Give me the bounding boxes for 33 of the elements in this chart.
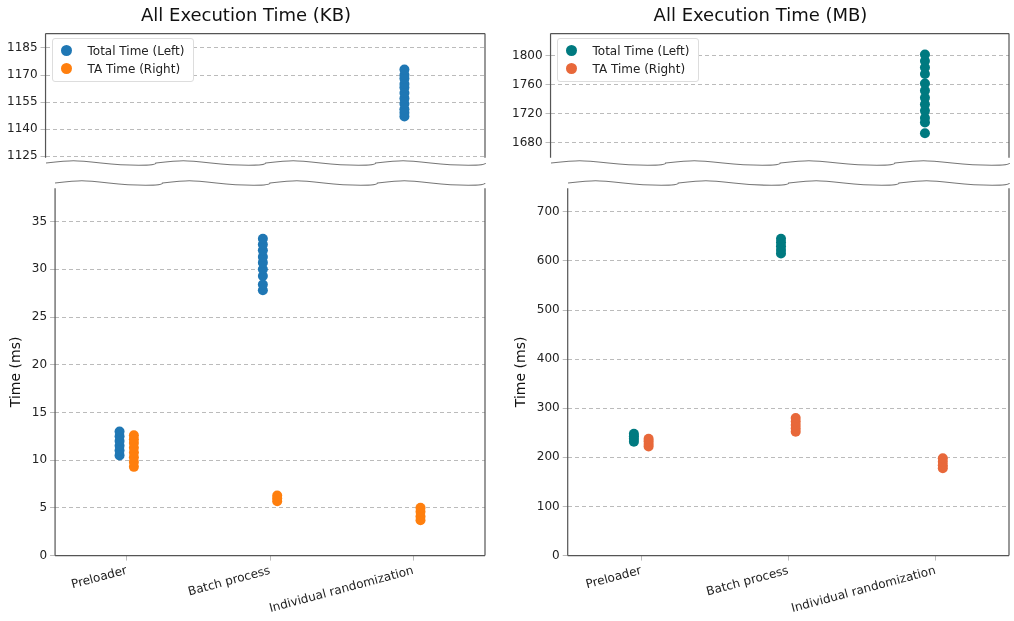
y-tick-label: 25 [31, 309, 48, 324]
y-tick-label: 0 [39, 547, 48, 562]
y-axis-title: Time (ms) [512, 336, 529, 409]
y-tick-label: 700 [536, 203, 560, 218]
y-tick-label: 1155 [6, 94, 38, 109]
legend-label: Total Time (Left) [592, 42, 690, 60]
legend-label: Total Time (Left) [87, 42, 185, 60]
y-tick-label: 300 [536, 400, 560, 415]
y-tick-label: 500 [536, 302, 560, 317]
y-tick-label: 1800 [511, 48, 543, 63]
y-tick-label: 35 [31, 213, 48, 228]
y-tick-label: 20 [31, 356, 48, 371]
chart-title: All Execution Time (KB) [140, 4, 352, 26]
y-tick-label: 1760 [511, 76, 543, 91]
y-tick-label: 1170 [6, 67, 38, 82]
y-tick-label: 0 [552, 547, 560, 562]
chart-title: All Execution Time (MB) [653, 4, 868, 26]
y-tick-label: 100 [536, 498, 560, 513]
y-tick-label: 30 [31, 261, 48, 276]
y-tick-label: 1125 [6, 148, 38, 163]
y-axis-title: Time (ms) [7, 336, 24, 409]
y-tick-label: 400 [536, 351, 560, 366]
legend-label: TA Time (Right) [592, 60, 686, 78]
y-tick-label: 15 [31, 404, 48, 419]
legend-label: TA Time (Right) [87, 60, 181, 78]
y-tick-label: 1720 [511, 105, 543, 120]
y-tick-label: 1140 [6, 121, 38, 136]
y-tick-label: 10 [31, 452, 48, 467]
y-tick-label: 5 [39, 500, 48, 514]
y-tick-label: 1185 [6, 40, 38, 55]
y-tick-label: 600 [536, 253, 560, 268]
y-tick-label: 1680 [511, 134, 543, 149]
y-tick-label: 200 [536, 449, 560, 464]
